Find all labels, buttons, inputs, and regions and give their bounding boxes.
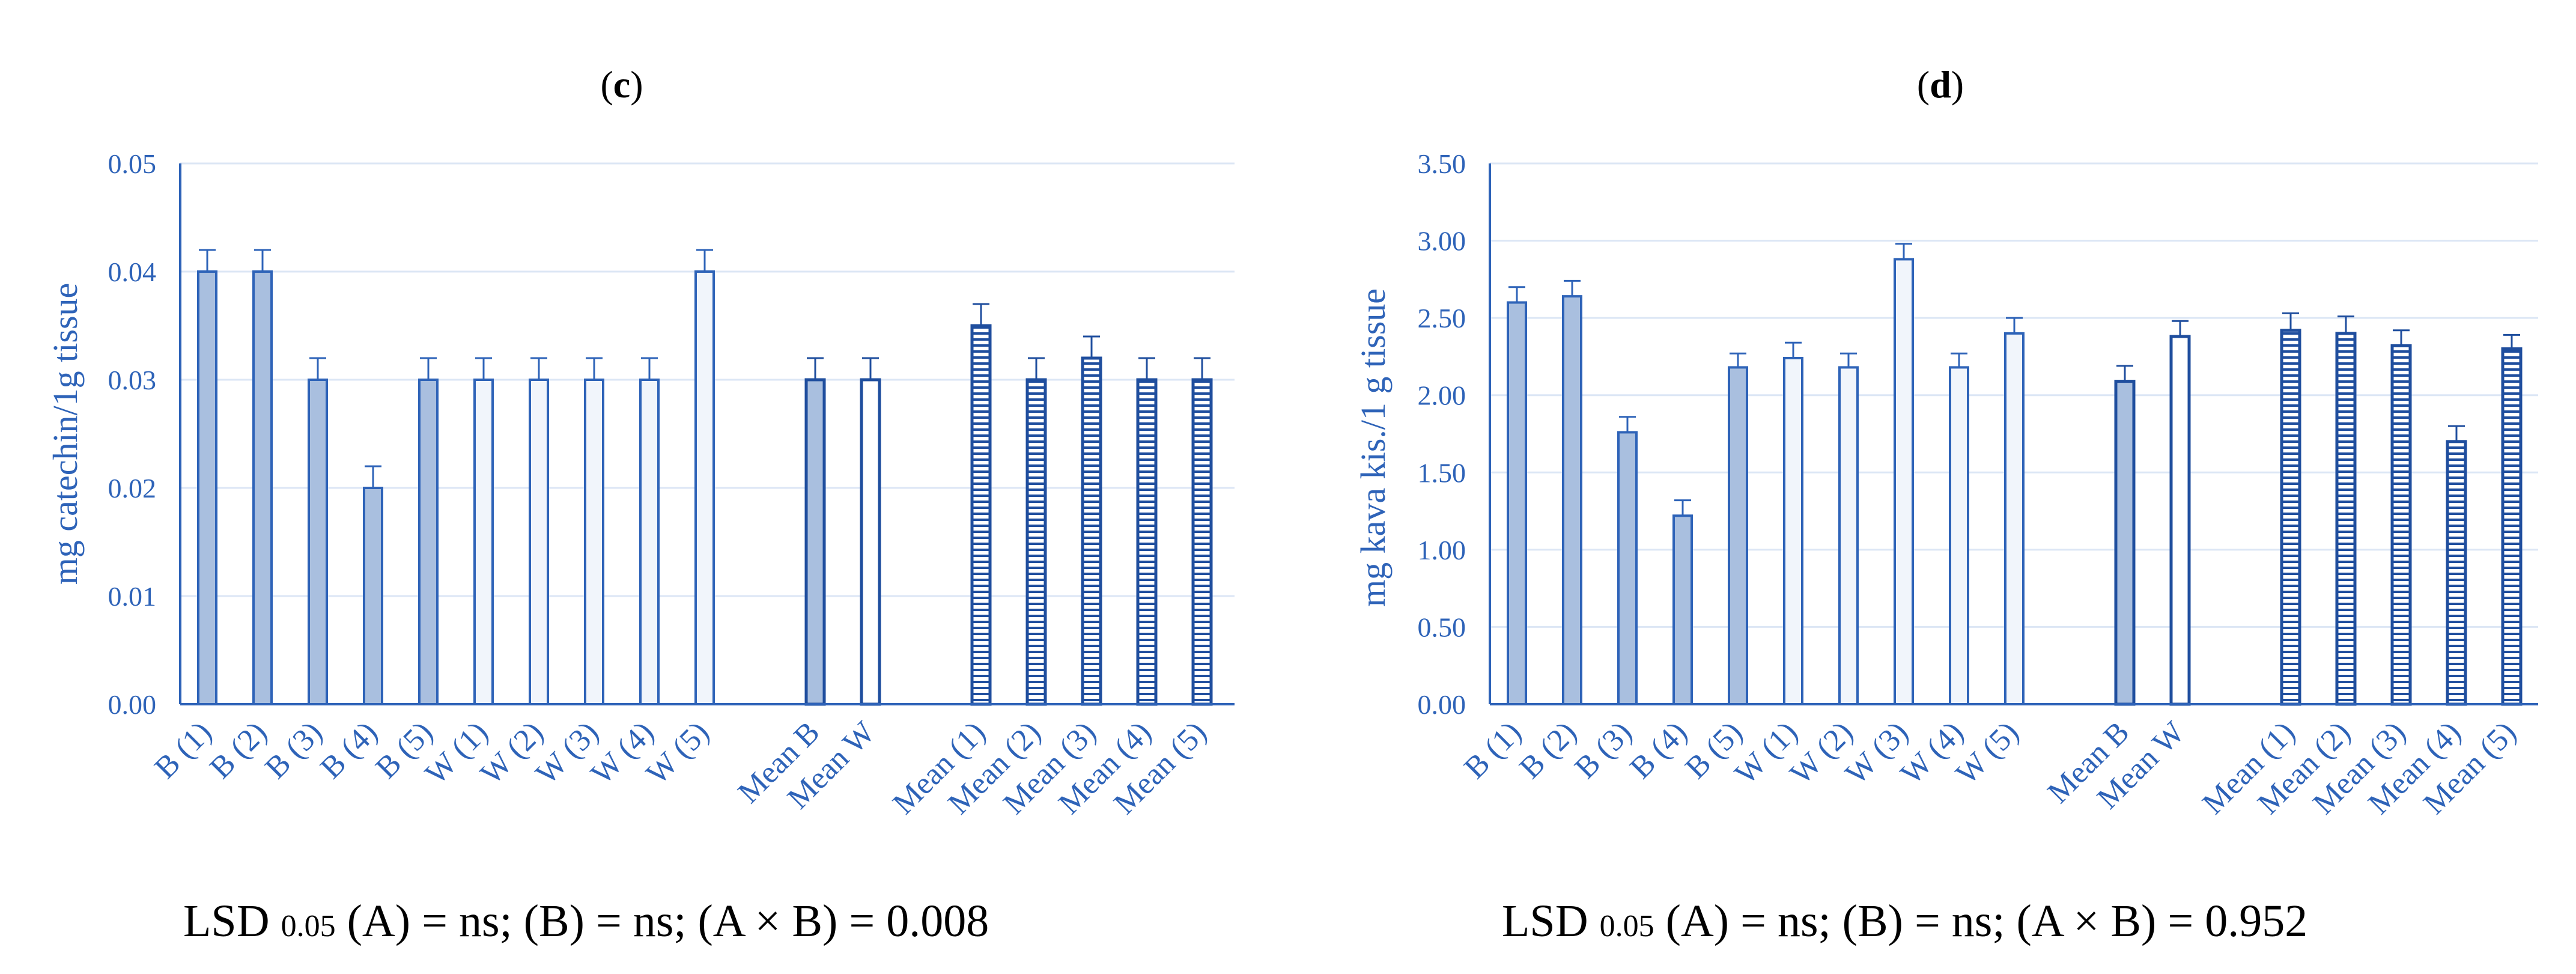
panel-d-bar — [2004, 332, 2025, 705]
panel-c-bar — [1081, 356, 1102, 706]
panel-d-y-axis-title: mg kava kis./1 g tissue — [1353, 288, 1393, 607]
panel-d-bar — [2114, 380, 2136, 706]
panel-c-x-ticks: B (1)B (2)B (3)B (4)B (5)W (1)W (2)W (3)… — [148, 715, 1214, 821]
panel-c-y-tick-label: 0.04 — [108, 257, 157, 287]
panel-d-axes — [1489, 163, 2538, 705]
panel-d-x-ticks: B (1)B (2)B (3)B (4)B (5)W (1)W (2)W (3)… — [1458, 715, 2523, 821]
panel-c-title: (c) — [600, 63, 643, 106]
panel-d-bar — [1562, 295, 1582, 705]
panel-d-y-tick-label: 3.00 — [1418, 226, 1466, 257]
panel-d-y-tick-label: 1.00 — [1418, 535, 1466, 565]
panel-d-bar — [1894, 258, 1914, 705]
panel-c-y-tick-label: 0.02 — [108, 473, 157, 504]
panel-d-x-tick-label: B (3) — [1569, 715, 1639, 785]
panel-c-y-tick-label: 0.00 — [108, 689, 157, 720]
panel-c-bar — [1136, 378, 1158, 706]
panel-d-bar — [2335, 332, 2357, 706]
panel-c-bars — [197, 249, 1213, 706]
panel-c-x-tick-label: B (4) — [314, 715, 384, 785]
panel-c-bar — [804, 378, 826, 706]
panel-c-x-tick-label: W (5) — [640, 715, 715, 791]
panel-c-y-ticks: 0.00 0.01 0.02 0.03 0.04 0.05 — [108, 148, 157, 720]
panel-d-title: (d) — [1917, 63, 1964, 106]
panel-c-bar — [363, 487, 383, 705]
panel-d-bar — [1617, 431, 1638, 706]
panel-d-x-tick-label: W (1) — [1728, 715, 1804, 791]
panel-d-bar — [2280, 329, 2301, 706]
panel-d-x-tick-label: W (5) — [1949, 715, 2025, 791]
panel-c-x-tick-label: W (3) — [529, 715, 605, 791]
panel-c-x-tick-label: W (4) — [585, 715, 660, 791]
panel-d-y-tick-label: 0.50 — [1418, 612, 1466, 642]
panel-d-x-tick-label: W (4) — [1894, 715, 1970, 791]
panel-c-x-tick-label: W (1) — [419, 715, 494, 791]
panel-c-bar — [694, 270, 715, 705]
panel-d-bar — [2390, 344, 2412, 706]
panel-c-bar — [639, 379, 660, 705]
chart-panel-c: (c) 0.000.010.020.030.040.05 B (1)B (2)B… — [46, 63, 1235, 946]
panel-c-x-tick-label: B (2) — [204, 715, 274, 785]
panel-c-axes — [179, 163, 1235, 705]
panel-c-bar — [473, 379, 494, 705]
panel-d-bar — [1783, 357, 1803, 705]
panel-c-bar — [970, 324, 992, 706]
panel-c-bar — [1191, 378, 1213, 706]
panel-d-y-tick-label: 2.00 — [1418, 380, 1466, 411]
panel-d-bar — [1838, 366, 1859, 705]
panel-d-y-tick-label: 2.50 — [1418, 303, 1466, 333]
panel-c-lsd-note: LSD 0.05 (A) = ns; (B) = ns; (A × B) = 0… — [183, 896, 989, 946]
panel-d-bar — [2169, 335, 2191, 706]
panel-d-x-tick-label: W (2) — [1784, 715, 1859, 791]
panel-c-y-axis-title: mg catechin/1g tissue — [46, 283, 85, 585]
panel-d-bar — [1672, 514, 1693, 705]
panel-c-bar — [860, 378, 881, 706]
panel-c-bar — [418, 379, 439, 705]
panel-d-x-tick-label: B (1) — [1458, 715, 1528, 785]
panel-c-y-tick-label: 0.03 — [108, 365, 157, 395]
panel-c-bar — [308, 379, 328, 705]
panel-d-lsd-note: LSD 0.05 (A) = ns; (B) = ns; (A × B) = 0… — [1502, 896, 2307, 946]
panel-c-bar — [252, 270, 273, 705]
chart-panel-d: (d) 0.00 0.50 1.00 1.50 2.00 2.50 3.00 3.50 B (… — [1353, 63, 2538, 946]
panel-d-bar — [2501, 347, 2523, 706]
panel-d-x-tick-label: B (4) — [1624, 715, 1694, 785]
panel-c-y-tick-label: 0.01 — [108, 581, 157, 612]
panel-c-x-tick-label: B (1) — [148, 715, 219, 785]
panel-d-y-tick-label: 0.00 — [1418, 689, 1466, 720]
panel-d-x-tick-label: B (2) — [1513, 715, 1584, 785]
panel-c-bar — [529, 379, 549, 705]
panel-c-x-tick-label: W (2) — [474, 715, 550, 791]
panel-c-bar — [1025, 378, 1047, 706]
panel-d-x-tick-label: W (3) — [1839, 715, 1915, 791]
panel-d-bars — [1507, 243, 2523, 706]
panel-d-bar — [1949, 366, 1969, 705]
panel-c-bar — [197, 270, 217, 705]
panel-d-bar — [1728, 366, 1748, 705]
panel-d-y-tick-label: 1.50 — [1418, 457, 1466, 488]
panel-c-x-tick-label: B (3) — [259, 715, 329, 785]
panel-d-y-tick-label: 3.50 — [1418, 148, 1466, 179]
panel-d-bar — [1507, 301, 1527, 705]
panel-c-y-tick-label: 0.05 — [108, 148, 157, 179]
panel-d-y-ticks: 0.00 0.50 1.00 1.50 2.00 2.50 3.00 3.50 — [1418, 148, 1466, 720]
panel-d-bar — [2446, 440, 2467, 706]
panel-c-bar — [584, 379, 604, 705]
